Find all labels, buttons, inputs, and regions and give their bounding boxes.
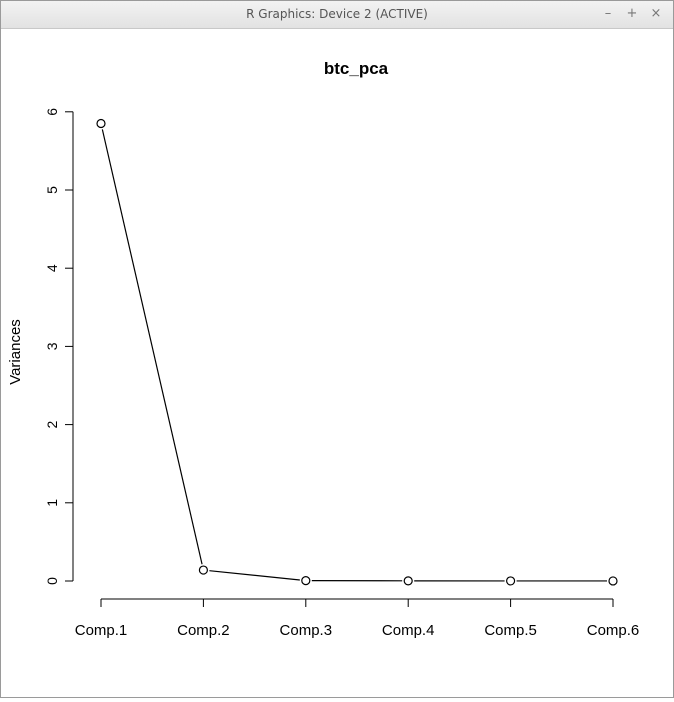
y-tick-label: 3 bbox=[44, 342, 60, 350]
y-tick-label: 4 bbox=[44, 264, 60, 272]
maximize-icon[interactable]: + bbox=[623, 5, 641, 23]
minimize-icon[interactable]: – bbox=[599, 5, 617, 23]
y-tick-label: 1 bbox=[44, 499, 60, 507]
y-tick-label: 6 bbox=[44, 108, 60, 116]
series-segment bbox=[102, 129, 202, 564]
data-point bbox=[199, 566, 207, 574]
y-axis-label: Variances bbox=[7, 319, 24, 385]
series-points bbox=[97, 120, 617, 585]
x-axis: Comp.1 Comp.2 Comp.3 Comp.4 Comp.5 Comp.6 bbox=[75, 599, 640, 639]
x-tick-label: Comp.6 bbox=[587, 622, 640, 639]
data-point bbox=[609, 577, 617, 585]
x-tick-label: Comp.5 bbox=[484, 622, 537, 639]
series-line bbox=[102, 129, 607, 581]
x-tick-label: Comp.2 bbox=[177, 622, 230, 639]
close-icon[interactable]: × bbox=[647, 5, 665, 23]
title-bar[interactable]: R Graphics: Device 2 (ACTIVE) – + × bbox=[1, 1, 673, 29]
series-segment bbox=[209, 571, 299, 580]
x-tick-label: Comp.1 bbox=[75, 622, 128, 639]
chart-title: btc_pca bbox=[324, 59, 389, 78]
data-point bbox=[97, 120, 105, 128]
data-point bbox=[404, 577, 412, 585]
y-axis: 0 1 2 3 4 5 6 bbox=[44, 108, 73, 585]
window-title: R Graphics: Device 2 (ACTIVE) bbox=[1, 7, 673, 21]
x-tick-label: Comp.4 bbox=[382, 622, 435, 639]
x-tick-label: Comp.3 bbox=[280, 622, 333, 639]
data-point bbox=[507, 577, 515, 585]
y-tick-label: 0 bbox=[44, 577, 60, 585]
y-tick-label: 2 bbox=[44, 420, 60, 428]
y-tick-label: 5 bbox=[44, 186, 60, 194]
data-point bbox=[302, 577, 310, 585]
